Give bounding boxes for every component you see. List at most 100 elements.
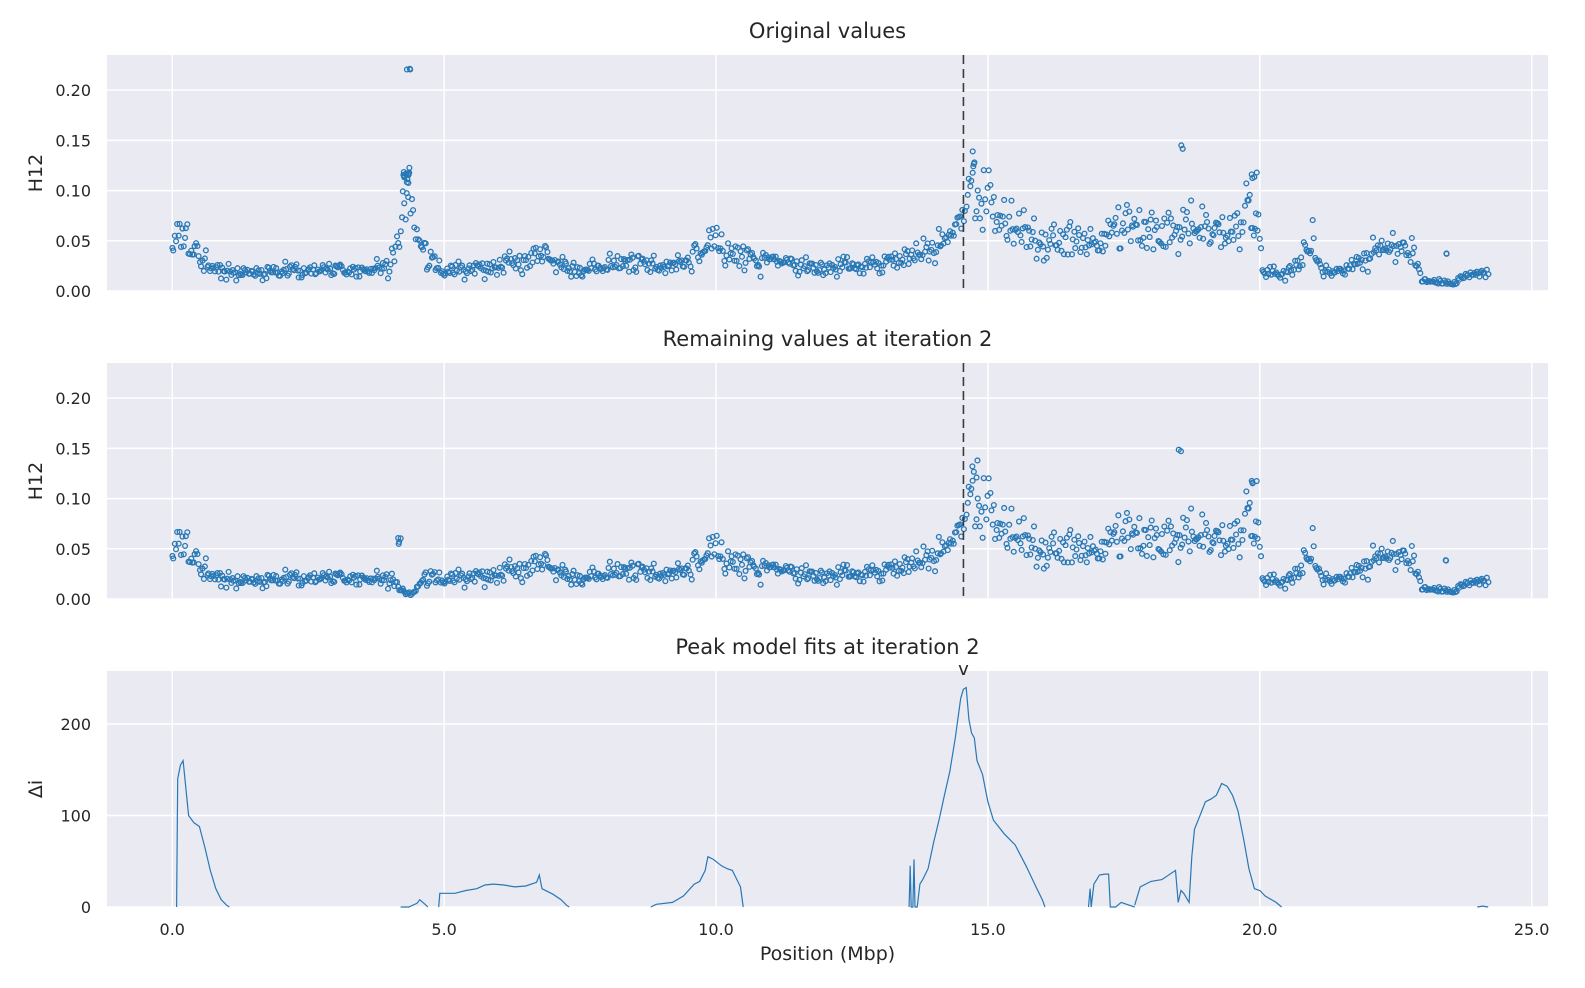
data-point: [1003, 232, 1010, 239]
data-point: [1248, 171, 1255, 178]
data-point: [1060, 251, 1067, 258]
data-point: [843, 254, 851, 261]
data-point: [1219, 214, 1226, 221]
data-point: [1075, 225, 1082, 232]
data-point: [1026, 227, 1033, 234]
data-point: [1138, 550, 1146, 557]
data-point: [985, 167, 992, 174]
data-point: [920, 235, 927, 242]
data-point: [649, 568, 656, 575]
data-point: [1068, 559, 1075, 566]
data-point: [1390, 242, 1397, 250]
data-point: [1008, 197, 1015, 204]
panel-title: Peak model fits at iteration 2: [675, 635, 979, 659]
data-point: [1369, 234, 1377, 241]
data-point: [402, 216, 409, 223]
data-point: [1400, 239, 1407, 246]
x-tick-label: 25.0: [1514, 920, 1550, 939]
data-point: [1196, 234, 1203, 241]
data-point: [976, 194, 983, 201]
data-point: [982, 504, 989, 511]
data-point: [1099, 248, 1106, 255]
data-point: [1001, 504, 1008, 512]
data-point: [176, 528, 183, 535]
data-point: [704, 550, 711, 557]
data-point: [862, 264, 870, 271]
data-point: [176, 220, 183, 227]
data-point: [805, 575, 812, 582]
data-point: [1246, 499, 1253, 506]
data-point: [673, 574, 680, 581]
data-point: [953, 529, 960, 536]
data-point: [752, 257, 759, 264]
data-point: [1310, 235, 1317, 242]
data-point: [756, 571, 763, 578]
data-point: [258, 266, 265, 274]
data-point: [395, 534, 402, 542]
data-point: [614, 561, 621, 568]
data-point: [1359, 574, 1366, 581]
data-point: [1341, 271, 1349, 278]
data-point: [648, 565, 655, 572]
data-point: [635, 560, 642, 567]
data-point: [734, 244, 741, 251]
data-point: [1400, 547, 1407, 554]
data-point: [633, 268, 640, 275]
data-point: [796, 268, 803, 275]
data-point: [1417, 578, 1424, 585]
data-point: [624, 565, 631, 572]
data-point: [1073, 546, 1080, 553]
data-point: [1119, 528, 1126, 535]
data-point: [1239, 536, 1246, 544]
data-point: [1150, 246, 1157, 253]
data-point: [294, 575, 301, 582]
data-point: [180, 551, 187, 558]
data-point: [967, 183, 974, 190]
data-point: [1018, 238, 1025, 246]
data-point: [1073, 238, 1080, 245]
data-point: [1235, 232, 1242, 240]
data-point: [1215, 221, 1222, 228]
data-point: [202, 555, 209, 562]
data-point: [1439, 280, 1446, 287]
data-point: [876, 578, 883, 585]
data-point: [234, 573, 241, 580]
data-point: [672, 569, 679, 576]
data-point: [878, 570, 885, 577]
data-point: [913, 548, 920, 555]
data-point: [1289, 271, 1296, 278]
data-point: [736, 262, 743, 270]
data-point: [925, 257, 932, 264]
data-point: [388, 570, 395, 577]
data-point: [1175, 446, 1182, 453]
data-point: [392, 243, 399, 250]
data-point: [1409, 250, 1416, 257]
data-point: [544, 248, 551, 256]
data-point: [932, 568, 939, 575]
data-point: [944, 547, 951, 554]
data-point: [1083, 251, 1090, 258]
data-point: [1131, 215, 1138, 222]
data-point: [738, 561, 746, 568]
y-tick-label: 0.15: [55, 131, 91, 150]
data-point: [983, 208, 990, 215]
data-point: [1097, 548, 1104, 555]
data-point: [493, 579, 501, 586]
data-point: [740, 243, 747, 250]
data-point: [840, 561, 847, 568]
data-point: [234, 265, 241, 272]
data-point: [1147, 216, 1154, 223]
data-point: [1004, 236, 1011, 243]
data-point: [1121, 229, 1128, 236]
y-tick-label: 0.20: [55, 81, 91, 100]
data-point: [1135, 545, 1142, 552]
data-point: [982, 196, 989, 203]
data-point: [1048, 533, 1055, 540]
data-point: [889, 256, 896, 263]
data-point: [177, 551, 185, 558]
data-point: [1043, 562, 1050, 569]
data-point: [1027, 243, 1034, 250]
data-point: [1167, 523, 1174, 530]
data-point: [1255, 519, 1262, 526]
